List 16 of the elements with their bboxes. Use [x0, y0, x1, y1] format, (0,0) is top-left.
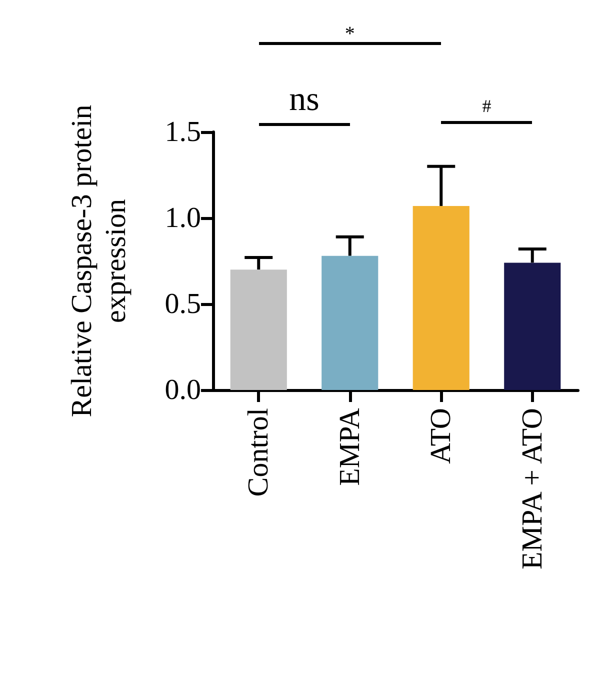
bar: [230, 270, 287, 390]
x-tick-label: EMPA: [334, 408, 366, 486]
bar: [412, 206, 470, 390]
bar: [322, 256, 378, 390]
x-tick-label: EMPA + ATO: [516, 408, 548, 570]
text: #: [482, 96, 492, 116]
y-tick-label: 0.0: [164, 374, 201, 406]
x-tick-label: ATO: [425, 408, 458, 464]
y-tick-label: 0.5: [164, 288, 201, 320]
bar: [504, 262, 561, 390]
text: *: [344, 23, 355, 45]
y-tick-label: 1.5: [164, 116, 201, 148]
y-tick-label: 1.0: [164, 202, 201, 234]
text: ns: [289, 81, 320, 118]
x-tick-label: Control: [242, 408, 275, 497]
y-axis-title: Relative Caspase-3 protein expression: [66, 104, 132, 418]
